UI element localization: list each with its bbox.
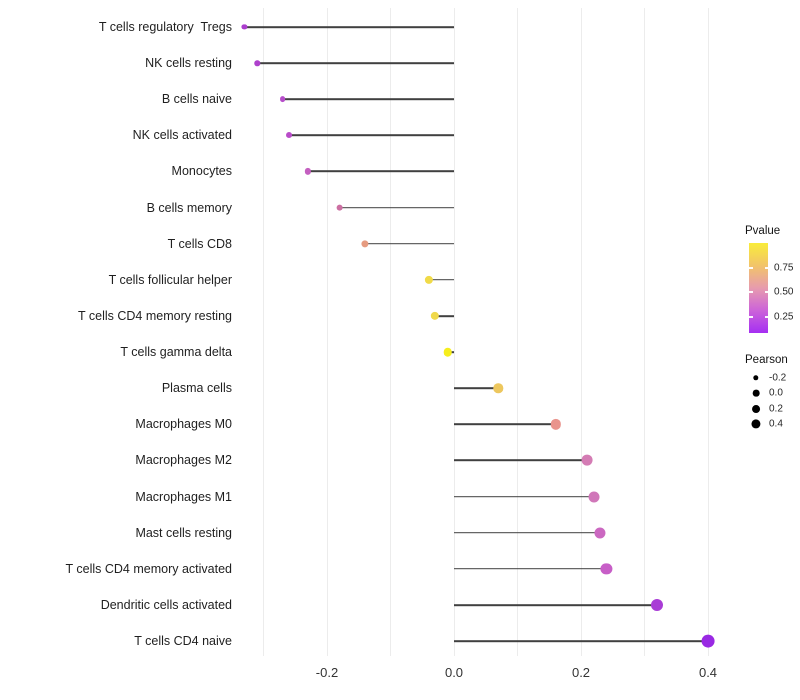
pvalue-gradient-bar <box>749 243 768 333</box>
lollipop-stem <box>454 568 607 570</box>
pvalue-gradient-tick <box>764 267 768 269</box>
lollipop-stem <box>339 206 454 209</box>
category-label: Mast cells resting <box>135 525 232 540</box>
lollipop-stem <box>454 604 658 606</box>
lollipop-stem <box>454 387 499 389</box>
lollipop-stem <box>454 640 708 642</box>
pvalue-legend-title: Pvalue <box>745 225 781 237</box>
lollipop-stem <box>257 62 454 64</box>
pearson-size-dot <box>751 419 761 429</box>
category-label: B cells memory <box>146 200 232 215</box>
pvalue-gradient-tick <box>749 291 753 293</box>
x-tick-label: 0.0 <box>444 665 464 680</box>
gridline <box>707 8 709 656</box>
category-label: T cells gamma delta <box>120 345 232 360</box>
lollipop-stem <box>365 242 454 245</box>
pearson-legend-title: Pearson <box>745 354 788 366</box>
pvalue-gradient-tick <box>764 316 768 319</box>
lollipop-dot <box>304 168 312 175</box>
lollipop-dot <box>651 598 664 611</box>
category-label: NK cells activated <box>132 128 232 143</box>
lollipop-stem <box>434 315 454 317</box>
pvalue-tick-label: 0.25 <box>774 311 794 323</box>
category-label: Macrophages M0 <box>135 417 232 432</box>
lollipop-dot <box>550 419 561 430</box>
lollipop-stem <box>288 134 454 137</box>
lollipop-stem <box>454 423 556 426</box>
category-label: T cells CD4 memory activated <box>65 561 233 576</box>
pearson-size-label: 0.2 <box>769 403 783 415</box>
pvalue-gradient-tick <box>764 291 768 293</box>
category-label: T cells regulatory Tregs <box>98 20 232 34</box>
x-tick-label: 0.4 <box>698 665 718 680</box>
lollipop-stem <box>282 98 454 101</box>
lollipop-dot <box>493 383 504 393</box>
gridline <box>580 8 582 656</box>
category-label: Macrophages M1 <box>135 489 232 504</box>
lollipop-stem <box>454 531 601 534</box>
category-label: B cells naive <box>161 92 232 107</box>
category-label: Plasma cells <box>161 381 232 396</box>
pearson-size-dot <box>752 390 760 397</box>
gridline <box>644 8 645 656</box>
x-tick-label: -0.2 <box>315 665 339 680</box>
category-label: T cells CD4 naive <box>134 634 232 649</box>
category-label: T cells CD4 memory resting <box>78 308 232 323</box>
gridline <box>263 8 264 656</box>
pearson-size-label: 0.4 <box>769 418 783 430</box>
category-label: Dendritic cells activated <box>100 597 232 612</box>
lollipop-stem <box>454 459 588 462</box>
lollipop-stem <box>307 170 454 173</box>
lollipop-dot <box>285 132 292 139</box>
gridline <box>517 8 518 656</box>
category-label: T cells CD8 <box>167 236 232 251</box>
pvalue-gradient-tick <box>749 267 753 269</box>
lollipop-stem <box>454 495 594 498</box>
pearson-size-label: 0.0 <box>769 387 783 399</box>
gridline <box>390 8 391 656</box>
x-tick-label: 0.2 <box>571 665 591 680</box>
pvalue-tick-label: 0.50 <box>774 286 794 298</box>
pearson-size-dot <box>752 404 760 413</box>
lollipop-stem <box>428 279 454 281</box>
lollipop-dot <box>581 455 593 466</box>
lollipop-dot <box>336 204 344 211</box>
lollipop-dot <box>279 96 286 103</box>
pvalue-gradient-tick <box>749 316 753 319</box>
lollipop-dot <box>241 24 248 30</box>
pearson-size-label: -0.2 <box>769 372 787 384</box>
category-label: NK cells resting <box>145 56 232 71</box>
lollipop-dot <box>430 311 440 321</box>
lollipop-stem <box>244 26 454 28</box>
pearson-size-dot <box>753 375 759 381</box>
lollipop-dot <box>701 634 715 648</box>
lollipop-dot <box>443 347 452 357</box>
lollipop-dot <box>594 527 606 539</box>
category-label: T cells follicular helper <box>108 272 232 287</box>
category-label: Macrophages M2 <box>135 453 232 468</box>
lollipop-dot <box>424 275 433 284</box>
pvalue-tick-label: 0.75 <box>774 262 794 274</box>
gridline <box>326 8 328 656</box>
category-label: Monocytes <box>171 164 232 179</box>
gridline <box>453 8 455 656</box>
lollipop-dot <box>254 60 260 66</box>
lollipop-dot <box>600 563 612 575</box>
lollipop-dot <box>361 240 369 248</box>
lollipop-dot <box>588 491 600 503</box>
